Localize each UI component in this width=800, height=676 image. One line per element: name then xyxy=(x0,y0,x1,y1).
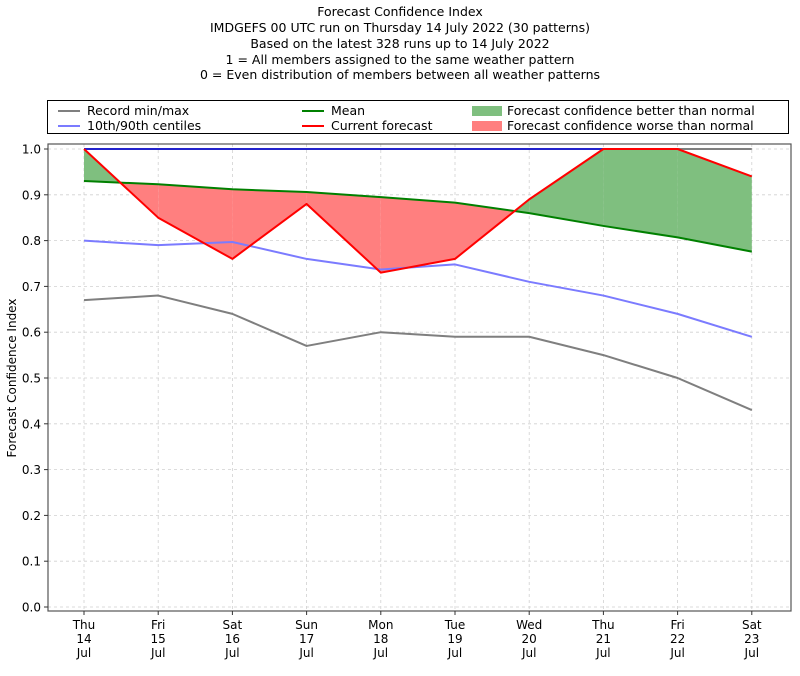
fill-worse-than-normal xyxy=(380,197,455,273)
x-tick-label: Sat xyxy=(223,618,243,632)
legend-better: Forecast confidence better than normal xyxy=(472,103,755,118)
legend: Record min/max 10th/90th centiles Mean C… xyxy=(47,100,789,134)
x-tick-label: Tue xyxy=(444,618,466,632)
x-tick-label: Jul xyxy=(595,646,610,660)
x-tick-label: 20 xyxy=(522,632,537,646)
legend-label: 10th/90th centiles xyxy=(87,118,202,133)
legend-worse: Forecast confidence worse than normal xyxy=(472,118,754,133)
y-tick-label: 0.2 xyxy=(22,509,41,523)
legend-mean: Mean xyxy=(302,103,365,118)
legend-swatch-better xyxy=(472,105,502,116)
title-line-5: 0 = Even distribution of members between… xyxy=(199,67,601,82)
y-tick-label: 0.1 xyxy=(22,555,41,569)
x-tick-label: Wed xyxy=(516,618,542,632)
x-tick-label: Thu xyxy=(591,618,615,632)
y-tick-label: 0.7 xyxy=(22,280,41,294)
x-tick-label: Sun xyxy=(295,618,318,632)
legend-swatch-worse xyxy=(472,120,502,131)
legend-label: Forecast confidence worse than normal xyxy=(507,118,754,133)
legend-label: Record min/max xyxy=(87,103,190,118)
x-tick-label: 21 xyxy=(596,632,611,646)
y-tick-label: 0.6 xyxy=(22,326,41,340)
line-10th-centile xyxy=(83,239,753,338)
fill-worse-than-normal xyxy=(455,202,515,259)
legend-swatch-centiles xyxy=(58,124,80,127)
line-current-forecast xyxy=(83,148,753,274)
x-tick-label: 14 xyxy=(76,632,91,646)
legend-swatch-mean xyxy=(302,109,324,112)
x-tick-label: Thu xyxy=(72,618,96,632)
y-ticks: 0.0 0.1 0.2 0.3 0.4 0.5 0.6 0.7 0.8 0.9 1.0 xyxy=(22,143,48,615)
x-tick-label: Mon xyxy=(368,618,393,632)
x-tick-label: Fri xyxy=(151,618,165,632)
x-tick-label: 23 xyxy=(744,632,759,646)
legend-swatch-record xyxy=(58,109,80,112)
x-tick-label: 16 xyxy=(225,632,240,646)
y-tick-label: 0.3 xyxy=(22,463,41,477)
x-tick-label: Jul xyxy=(744,646,759,660)
x-tick-label: 22 xyxy=(670,632,685,646)
line-record-min xyxy=(83,294,753,411)
y-axis-label: Forecast Confidence Index xyxy=(5,299,19,458)
series-lines xyxy=(83,148,753,411)
x-tick-label: 17 xyxy=(299,632,314,646)
confidence-fills xyxy=(84,149,752,273)
title-line-4: 1 = All members assigned to the same wea… xyxy=(225,52,575,67)
y-tick-label: 0.9 xyxy=(22,188,41,202)
legend-label: Current forecast xyxy=(331,118,433,133)
fill-better-than-normal xyxy=(603,149,678,238)
fill-worse-than-normal xyxy=(232,189,307,259)
legend-current: Current forecast xyxy=(302,118,432,133)
title-line-1: Forecast Confidence Index xyxy=(317,4,483,19)
title-line-2: IMDGEFS 00 UTC run on Thursday 14 July 2… xyxy=(210,20,590,35)
y-tick-label: 0.8 xyxy=(22,234,41,248)
x-tick-label: Sat xyxy=(742,618,762,632)
x-ticks: Thu14JulFri15JulSat16JulSun17JulMon18Jul… xyxy=(72,611,762,660)
x-tick-label: Jul xyxy=(150,646,165,660)
x-tick-label: Jul xyxy=(373,646,388,660)
y-tick-label: 0.4 xyxy=(22,417,41,431)
y-tick-label: 0.5 xyxy=(22,372,41,386)
fill-worse-than-normal xyxy=(158,184,233,259)
x-tick-label: 18 xyxy=(373,632,388,646)
y-tick-label: 0.0 xyxy=(22,601,41,615)
legend-label: Mean xyxy=(331,103,366,118)
line-mean xyxy=(83,180,752,253)
x-tick-label: Fri xyxy=(670,618,684,632)
legend-label: Forecast confidence better than normal xyxy=(507,103,755,118)
x-tick-label: Jul xyxy=(447,646,462,660)
x-tick-label: Jul xyxy=(521,646,536,660)
x-tick-label: Jul xyxy=(298,646,313,660)
legend-centiles: 10th/90th centiles xyxy=(58,118,201,133)
x-tick-label: Jul xyxy=(224,646,239,660)
legend-record: Record min/max xyxy=(58,103,189,118)
fill-better-than-normal xyxy=(677,149,752,252)
x-tick-label: 19 xyxy=(447,632,462,646)
fill-better-than-normal xyxy=(529,149,604,226)
fill-worse-than-normal xyxy=(306,192,381,273)
x-tick-label: Jul xyxy=(76,646,91,660)
title-line-3: Based on the latest 328 runs up to 14 Ju… xyxy=(250,36,550,51)
y-tick-label: 1.0 xyxy=(22,143,41,157)
legend-swatch-current xyxy=(302,124,324,127)
x-tick-label: Jul xyxy=(669,646,684,660)
x-tick-label: 15 xyxy=(151,632,166,646)
